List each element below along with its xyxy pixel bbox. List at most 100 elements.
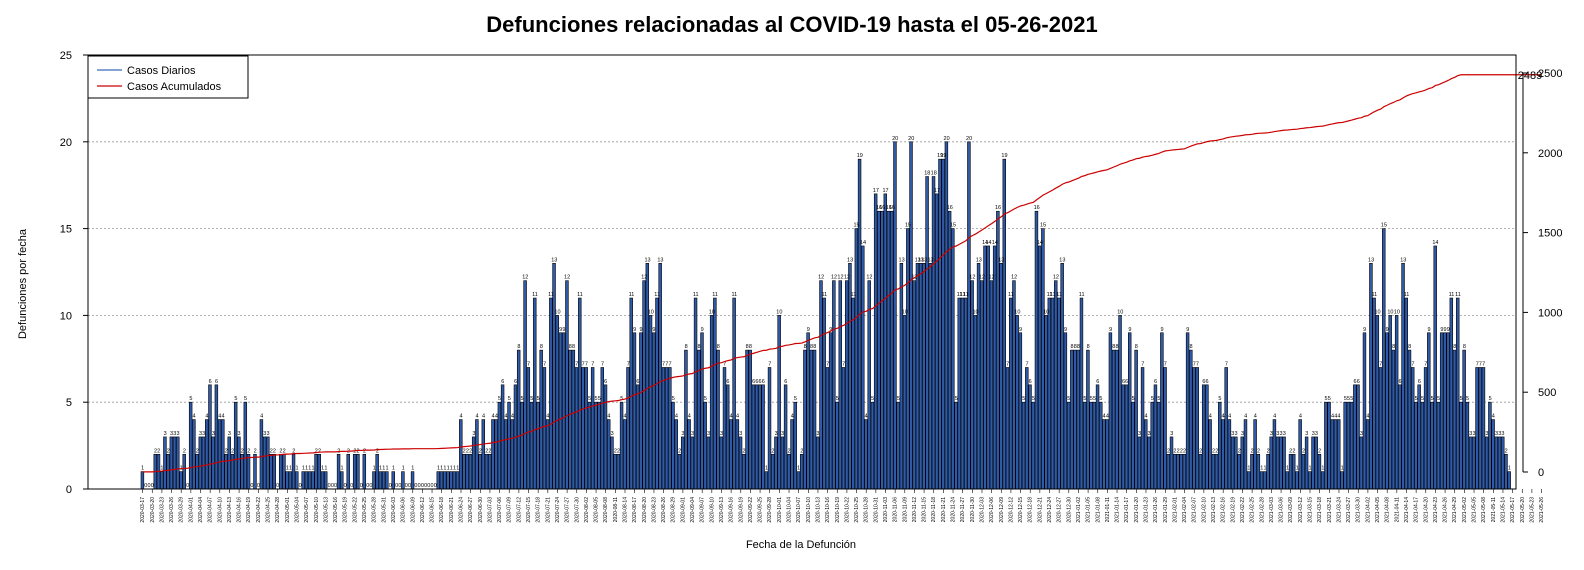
bar (935, 193, 939, 490)
bar-value-label: 13 (657, 257, 663, 263)
bar-value-label: 1 (402, 466, 405, 472)
bar-value-label: 3 (199, 431, 202, 437)
bar (1076, 349, 1080, 490)
x-tick-label: 2021-01-11 (1105, 497, 1111, 522)
bar (877, 210, 881, 490)
x-tick-label: 2021-05-14 (1500, 497, 1506, 523)
bar-value-label: 9 (1427, 327, 1430, 333)
bar (1385, 332, 1389, 490)
bar-value-label: 5 (234, 396, 237, 402)
bar (1173, 453, 1177, 490)
bar (1353, 384, 1357, 490)
bar-value-label: 11 (532, 292, 538, 298)
x-tick-label: 2020-09-10 (709, 497, 715, 523)
bar-value-label: 7 (1193, 361, 1196, 367)
bar-value-label: 16 (889, 205, 895, 211)
bar (1378, 367, 1383, 490)
bar (1102, 419, 1106, 490)
bar (664, 367, 669, 490)
bar-value-label: 0 (421, 483, 424, 489)
bar (269, 453, 273, 490)
bar-value-label: 1 (447, 466, 450, 472)
bar-value-label: 4 (1331, 414, 1334, 420)
bar-value-label: 5 (836, 396, 839, 402)
bar (468, 453, 473, 490)
bar (951, 228, 955, 490)
bar-value-label: 2 (154, 448, 157, 454)
bar-value-label: 2 (617, 448, 620, 454)
bar (1411, 367, 1415, 490)
bar-value-label: 8 (810, 344, 813, 350)
bar-value-label: 4 (688, 414, 691, 420)
x-tick-label: 2021-05-17 (1510, 497, 1516, 523)
x-tick-label: 2020-08-20 (642, 497, 648, 523)
bar-value-label: 6 (1206, 379, 1209, 385)
bar (1343, 401, 1347, 490)
bar (1121, 384, 1125, 490)
bar-value-label: 1 (392, 466, 395, 472)
bar (1221, 419, 1225, 490)
bar (1092, 401, 1097, 490)
x-tick-label: 2021-01-29 (1163, 497, 1169, 523)
bar (1031, 401, 1035, 490)
bar (1124, 384, 1129, 490)
bar (1478, 367, 1482, 490)
bar (484, 453, 489, 490)
x-tick-label: 2020-04-13 (227, 497, 233, 523)
bar (1481, 367, 1486, 490)
bar-value-label: 7 (723, 361, 726, 367)
bar-value-label: 0 (427, 483, 430, 489)
x-tick-label: 2021-03-30 (1356, 497, 1362, 523)
bar-value-label: 3 (1305, 431, 1308, 437)
bar-value-label: 11 (654, 292, 660, 298)
bar-value-label: 1 (295, 466, 298, 472)
bar (578, 297, 582, 490)
x-tick-label: 2020-09-19 (738, 497, 744, 523)
x-tick-label: 2021-04-14 (1404, 497, 1410, 523)
bar-value-label: 3 (202, 431, 205, 437)
bar-value-label: 7 (1225, 361, 1228, 367)
x-tick-label: 2020-12-27 (1057, 497, 1063, 523)
x-tick-label: 2020-04-04 (198, 497, 204, 523)
bar-value-label: 4 (1366, 414, 1369, 420)
bar (1349, 401, 1354, 490)
bar (960, 297, 965, 490)
x-tick-label: 2020-06-15 (430, 497, 436, 523)
bar (899, 263, 904, 490)
bar-value-label: 6 (762, 379, 765, 385)
x-tick-label: 2021-04-05 (1375, 497, 1381, 523)
bar-value-label: 3 (1469, 431, 1472, 437)
bar (967, 141, 971, 490)
bar-value-label: 2 (318, 448, 321, 454)
bar-value-label: 3 (1241, 431, 1244, 437)
bar-value-label: 1 (440, 466, 443, 472)
bar (1301, 453, 1306, 490)
bar-value-label: 4 (221, 414, 224, 420)
bar (1436, 401, 1441, 490)
bar-value-label: 4 (1334, 414, 1337, 420)
bar-value-label: 5 (1489, 396, 1492, 402)
bar (1057, 297, 1061, 490)
bar-value-label: 3 (1472, 431, 1475, 437)
bar (867, 280, 871, 490)
bar-value-label: 3 (1312, 431, 1315, 437)
bar-value-label: 3 (739, 431, 742, 437)
x-tick-label: 2020-11-21 (941, 497, 947, 522)
bar-value-label: 10 (1394, 309, 1400, 315)
bar-value-label: 13 (1400, 257, 1406, 263)
x-tick-label: 2020-10-19 (835, 497, 841, 523)
bar-value-label: 13 (921, 257, 927, 263)
bar-value-label: 4 (730, 414, 733, 420)
bar-value-label: 2 (466, 448, 469, 454)
bar-value-label: 0 (331, 483, 334, 489)
bar (574, 367, 579, 490)
bar-value-label: 6 (209, 379, 212, 385)
bar (497, 401, 502, 490)
bar-value-label: 2 (742, 448, 745, 454)
bar-value-label: 3 (1138, 431, 1141, 437)
bar (1359, 436, 1363, 490)
x-tick-label: 2020-05-10 (314, 497, 320, 523)
x-tick-label: 2021-02-04 (1182, 497, 1188, 523)
bar (700, 332, 704, 490)
bar (266, 436, 270, 490)
